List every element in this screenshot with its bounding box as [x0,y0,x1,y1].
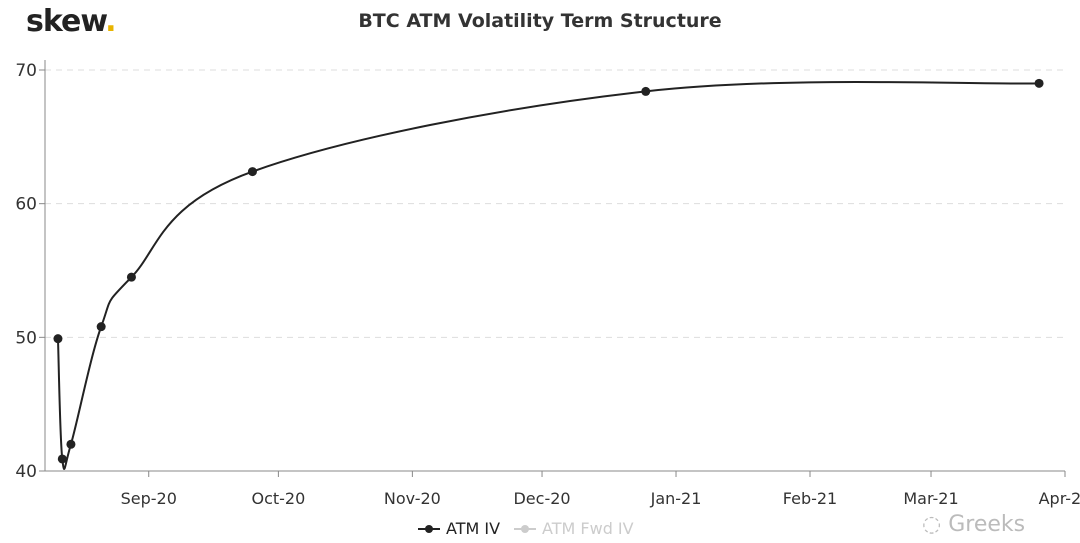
data-point [126,272,136,282]
legend: ATM IV ATM Fwd IV [418,519,634,538]
data-point [247,167,257,177]
data-point [53,334,63,344]
x-tick-label: Dec-20 [513,489,570,508]
legend-marker-icon [418,524,440,533]
legend-label: ATM Fwd IV [542,519,634,538]
y-tick-label: 50 [15,328,37,348]
legend-item-atm-iv[interactable]: ATM IV [418,519,500,538]
series-line-atm-iv [56,80,1040,470]
x-tick-label: Nov-20 [384,489,441,508]
legend-item-atm-fwd-iv[interactable]: ATM Fwd IV [514,519,634,538]
x-tick-label: Feb-21 [783,489,837,508]
x-tick-label: Jan-21 [650,489,702,508]
watermark: ◌ Greeks [922,512,1026,537]
data-point [57,454,67,464]
legend-marker-icon [514,524,537,533]
y-tick-label: 40 [15,462,37,482]
skew-logo: skew. [26,4,117,39]
x-tick-label: Mar-21 [903,489,958,508]
data-point [96,322,106,332]
data-point [641,86,651,96]
data-point [1034,78,1044,88]
x-tick-label: Sep-20 [121,489,177,508]
y-tick-label: 70 [15,61,37,81]
legend-label: ATM IV [446,519,501,538]
y-tick-label: 60 [15,195,37,215]
x-tick-label: Oct-20 [251,489,305,508]
data-point [66,439,76,449]
chart-title: BTC ATM Volatility Term Structure [358,10,722,32]
x-tick-label: Apr-21 [1039,489,1080,508]
